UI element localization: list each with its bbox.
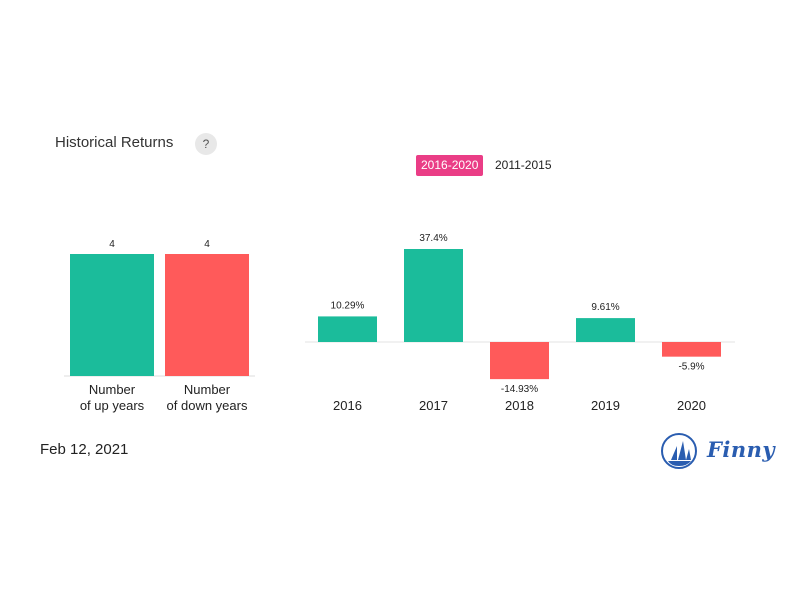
return-bar [576,318,635,342]
count-bar [165,254,249,376]
year-tick-label: 2020 [677,398,706,413]
return-bar [662,342,721,357]
year-tick-label: 2017 [419,398,448,413]
tab-2016-2020[interactable]: 2016-2020 [416,155,484,176]
help-icon[interactable]: ? [195,133,217,155]
return-bar [318,316,377,342]
chart-title: Historical Returns [55,134,174,151]
return-bar [490,342,549,380]
count-category-label: Number [184,382,231,397]
year-tick-label: 2018 [505,398,534,413]
count-category-label: Number [89,382,136,397]
return-value-label: 9.61% [591,302,619,313]
finny-logo: Finny [660,432,775,472]
logo-text: Finny [707,437,776,462]
count-category-label: of up years [80,398,145,413]
count-bar [70,254,154,376]
year-tick-label: 2019 [591,398,620,413]
sailboat-logo-icon [661,433,697,469]
as-of-date: Feb 12, 2021 [40,441,129,458]
return-value-label: 10.29% [331,300,365,311]
count-value-label: 4 [109,239,115,250]
tab-2011-2015[interactable]: 2011-2015 [495,158,552,172]
return-bar [404,249,463,342]
return-value-label: -14.93% [501,384,538,395]
count-category-label: of down years [167,398,248,413]
year-tick-label: 2016 [333,398,362,413]
return-value-label: 37.4% [419,233,447,244]
count-value-label: 4 [204,239,210,250]
return-value-label: -5.9% [678,362,704,373]
